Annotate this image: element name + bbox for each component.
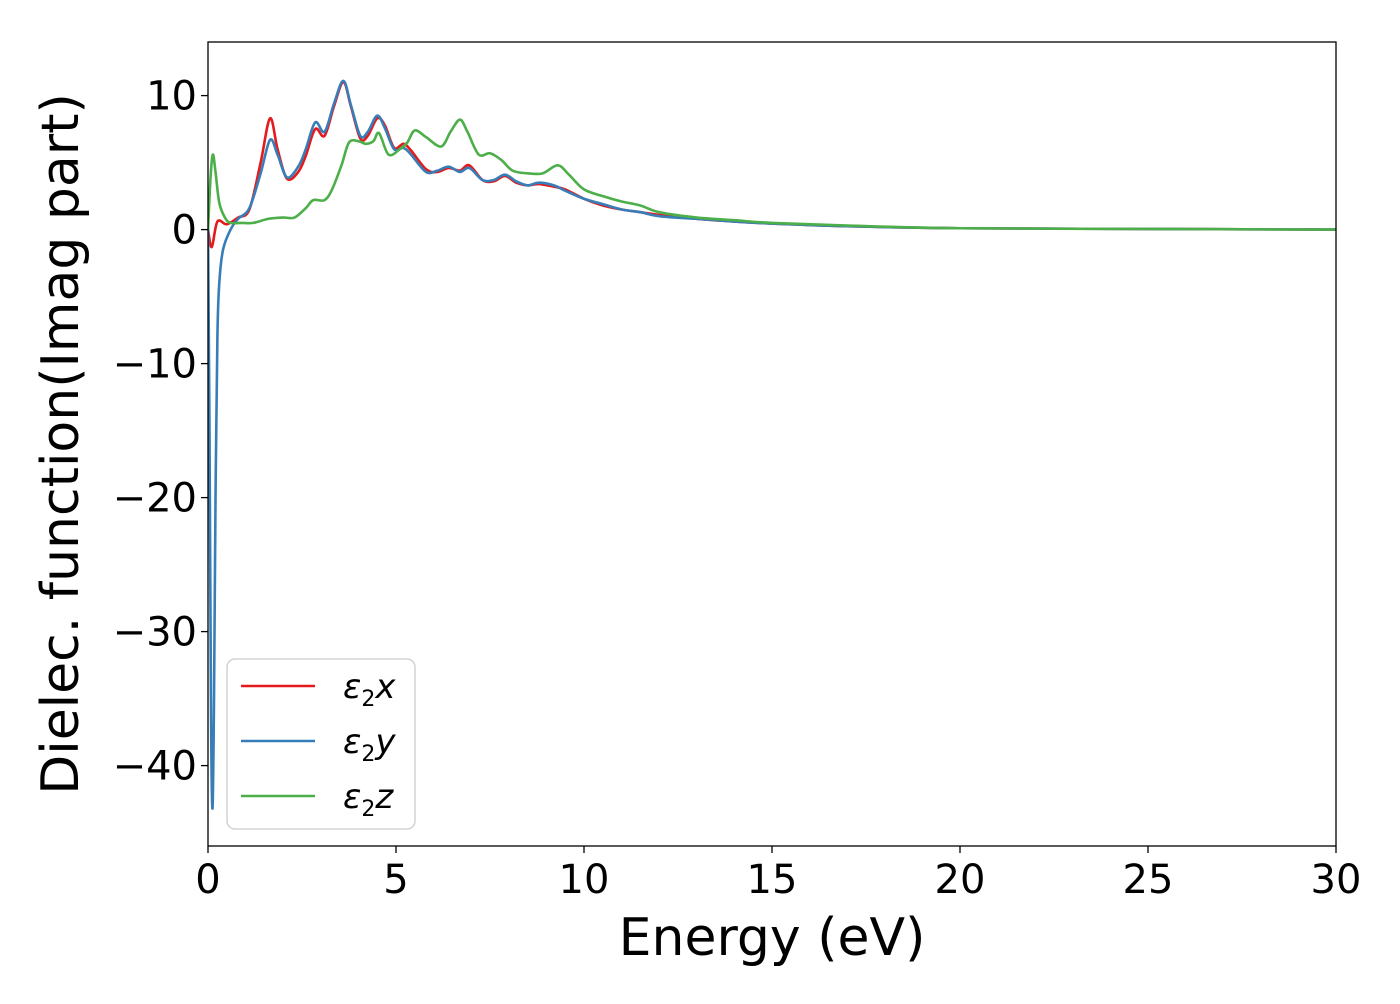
x-tick-label: 0 <box>195 857 220 903</box>
legend: ε2x ε2y ε2z <box>226 658 416 830</box>
y-tick-label: 0 <box>172 208 197 254</box>
legend-box <box>226 658 416 830</box>
x-tick-label: 25 <box>1123 857 1174 903</box>
y-tick-label: −40 <box>113 744 197 790</box>
x-tick-label: 20 <box>935 857 986 903</box>
series-layer <box>208 79 1336 810</box>
x-tick-label: 15 <box>747 857 798 903</box>
x-axis-ticks: 0 5 10 15 20 25 30 <box>195 846 1361 903</box>
series-line-y <box>208 79 1336 810</box>
legend-label-z: ε2z <box>343 777 394 822</box>
x-tick-label: 5 <box>383 857 408 903</box>
y-tick-label: −30 <box>113 610 197 656</box>
x-tick-label: 10 <box>559 857 610 903</box>
x-tick-label: 30 <box>1311 857 1362 903</box>
y-tick-label: −10 <box>113 342 197 388</box>
y-tick-label: −20 <box>113 476 197 522</box>
series-line-z <box>208 118 1336 231</box>
legend-label-y: ε2y <box>343 722 396 767</box>
x-axis-title: Energy (eV) <box>619 908 926 968</box>
y-axis-title: Dielec. function(Imag part) <box>31 93 91 795</box>
legend-label-x: ε2x <box>343 667 396 712</box>
y-tick-label: 10 <box>146 74 197 120</box>
y-axis-ticks: 10 0 −10 −20 −30 −40 <box>113 74 208 790</box>
legend-items: ε2x ε2y ε2z <box>241 667 396 822</box>
